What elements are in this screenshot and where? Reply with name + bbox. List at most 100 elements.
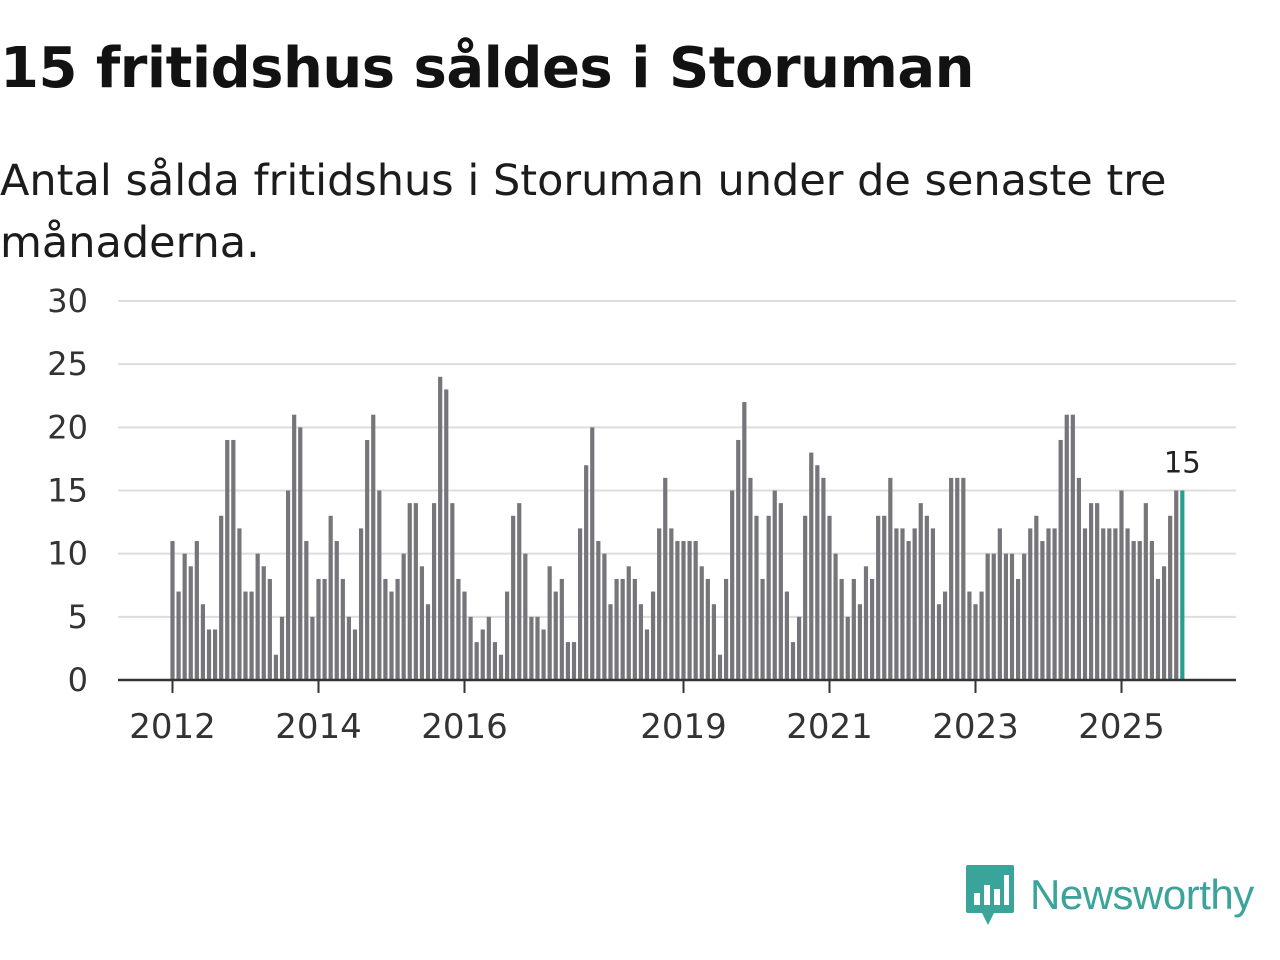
bar (760, 578, 765, 680)
bar (322, 578, 327, 680)
bar (632, 578, 637, 680)
bar (1046, 528, 1051, 680)
bar (742, 402, 747, 680)
bar (346, 616, 352, 680)
bar (997, 528, 1002, 680)
bar (352, 629, 358, 680)
bar (821, 477, 826, 680)
bar (882, 515, 887, 680)
bar (425, 604, 431, 680)
bar (723, 578, 729, 680)
y-tick-label: 0 (68, 661, 88, 699)
bar (663, 477, 668, 680)
bar (267, 578, 272, 680)
bar (815, 465, 820, 680)
bar (766, 515, 771, 680)
bar (650, 591, 656, 680)
bar (1095, 503, 1100, 680)
bar (784, 591, 790, 680)
bar (1107, 528, 1112, 680)
bar (340, 578, 345, 680)
bar (1009, 553, 1015, 680)
bar (869, 578, 875, 680)
bar (492, 642, 498, 680)
bar (991, 553, 996, 680)
bar (176, 591, 181, 680)
bar (1082, 528, 1088, 680)
bar (669, 528, 674, 680)
bar (657, 528, 662, 680)
bar (310, 616, 315, 680)
bar (851, 578, 856, 680)
bar (918, 503, 923, 680)
bar (285, 490, 291, 680)
bar (273, 654, 279, 680)
bar (255, 553, 260, 680)
bar (961, 477, 966, 680)
bar (924, 515, 929, 680)
bar (456, 578, 461, 680)
bar (803, 515, 808, 680)
bar (504, 591, 510, 680)
x-tick-label: 2023 (932, 707, 1019, 747)
bar (584, 465, 589, 680)
bar (565, 642, 571, 680)
bar (790, 642, 796, 680)
bar (827, 515, 832, 680)
bar (717, 654, 723, 680)
bar (1028, 528, 1033, 680)
bar (529, 616, 534, 680)
bar (857, 604, 863, 680)
bar (1034, 515, 1039, 680)
bar (1022, 553, 1027, 680)
bar (1125, 528, 1130, 680)
x-tick-label: 2012 (129, 707, 216, 747)
bar (1003, 553, 1009, 680)
bar (237, 528, 242, 680)
bar (170, 541, 175, 680)
bar (912, 528, 917, 680)
bar (754, 515, 759, 680)
bar (219, 515, 224, 680)
bar (279, 616, 285, 680)
bar (845, 616, 850, 680)
bar (608, 604, 613, 680)
bar (535, 616, 540, 680)
bar (444, 389, 449, 680)
bar (188, 566, 193, 680)
bar (358, 528, 364, 680)
bar (1119, 490, 1124, 680)
bar (809, 452, 814, 680)
bar (486, 616, 491, 680)
bar (1040, 541, 1045, 680)
bar (541, 629, 546, 680)
bar (316, 578, 321, 680)
bar (577, 528, 583, 680)
chart-subtitle: Antal sålda fritidshus i Storuman under … (0, 156, 1167, 268)
bar (249, 591, 254, 680)
bar (620, 578, 625, 680)
bar (377, 490, 382, 680)
bar (1143, 503, 1148, 680)
bar (1155, 578, 1161, 680)
bar (553, 591, 558, 680)
bar (1174, 490, 1179, 680)
bar (480, 629, 485, 680)
y-tick-label: 10 (47, 535, 88, 573)
highlight-value-label: 15 (1164, 446, 1201, 480)
bar (644, 629, 650, 680)
x-axis-ticks: 2012 2014 2016 2019 2021 2023 2025 (129, 680, 1165, 747)
bar (468, 616, 473, 680)
bar (626, 566, 631, 680)
bar (450, 503, 455, 680)
bar (1131, 541, 1136, 680)
x-tick-label: 2016 (421, 707, 508, 747)
bar (231, 439, 236, 680)
x-tick-label: 2025 (1078, 707, 1165, 747)
bars (170, 376, 1185, 680)
bar (900, 528, 905, 680)
bar (967, 591, 972, 680)
bar (979, 591, 984, 680)
bar (547, 566, 552, 680)
bar (638, 604, 644, 680)
